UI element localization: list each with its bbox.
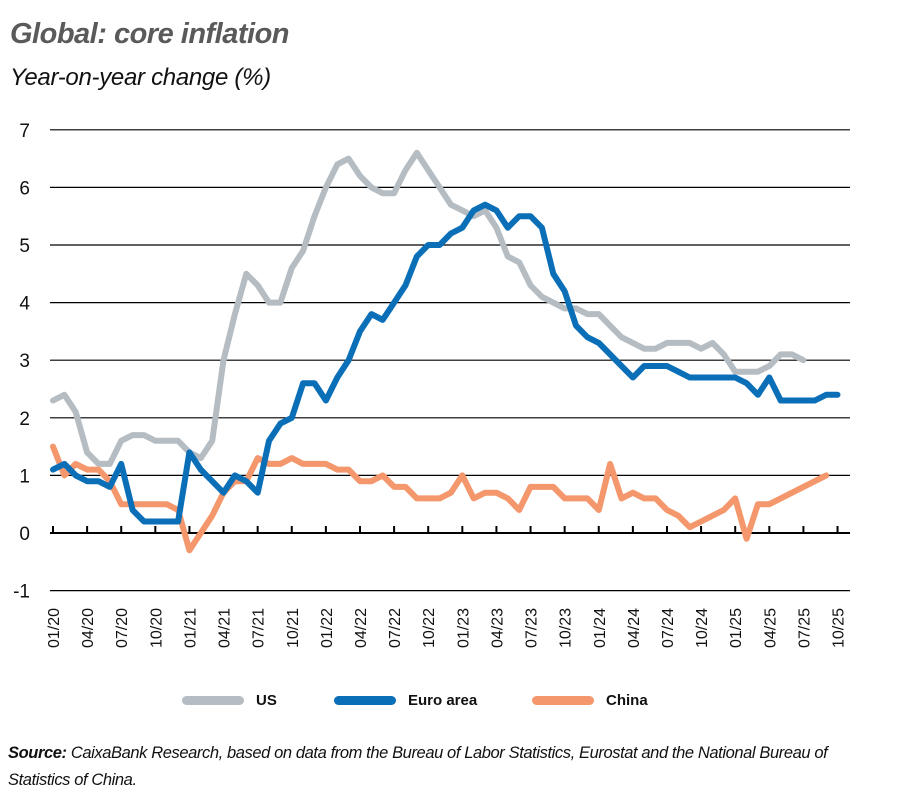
x-tick-label: 10/24 [694,608,711,648]
source-label: Source: [8,744,67,762]
y-tick-label: 4 [19,294,30,315]
y-tick-label: 3 [19,351,30,372]
x-tick-label: 07/21 [251,608,268,648]
x-tick-label: 04/25 [762,608,779,648]
legend-item-euro-area: Euro area [334,692,477,709]
legend-label-us: US [256,692,277,709]
gridlines [50,129,850,592]
x-tick-label: 07/23 [524,608,541,648]
y-tick-label: 2 [19,409,30,430]
legend-item-china: China [532,692,648,709]
series-lines [50,149,841,554]
legend-swatch-euro-area [334,696,396,705]
x-tick-label: 10/23 [558,608,575,648]
series-line-china [50,443,830,554]
chart-subtitle: Year-on-year change (%) [10,64,271,91]
x-tick-label: 01/21 [182,608,199,648]
y-tick-label: 7 [19,121,30,142]
y-tick-label: 1 [19,466,30,487]
x-tick-label: 04/24 [626,608,643,648]
x-tick-label: 07/25 [796,608,813,648]
x-tick-label: 01/22 [319,608,336,648]
legend-item-us: US [182,692,277,709]
source-note: Source: CaixaBank Research, based on dat… [8,740,888,794]
x-tick-label: 01/24 [592,608,609,648]
x-tick-label: 10/21 [285,608,302,648]
x-tick-label: 10/22 [421,608,438,648]
x-tick-label: 07/22 [387,608,404,648]
x-tick-label: 04/20 [80,608,97,648]
x-tick-label: 07/20 [114,608,131,648]
y-axis-labels: -1 0 1 2 3 4 5 6 7 [13,121,30,603]
y-tick-label: 5 [19,236,30,257]
legend-label-china: China [606,692,648,709]
x-tick-label: 01/25 [728,608,745,648]
x-tick-label: 01/20 [46,608,63,648]
y-tick-label: 6 [19,178,30,199]
source-text: CaixaBank Research, based on data from t… [8,744,828,789]
legend-swatch-china [532,696,594,705]
x-tick-label: 01/23 [455,608,472,648]
x-tick-label: 04/21 [217,608,234,648]
y-tick-label: -1 [13,582,30,603]
x-tick-label: 04/23 [489,608,506,648]
series-line-euro-area [50,201,841,525]
x-tick-label: 10/20 [148,608,165,648]
x-tick-label: 07/24 [660,608,677,648]
x-tick-label: 10/25 [831,608,848,648]
x-axis-labels: 01/20 04/20 07/20 10/20 01/21 04/21 07/21 10/21… [46,608,848,648]
x-tick-label: 04/22 [353,608,370,648]
legend-label-euro-area: Euro area [408,692,478,709]
legend-swatch-us [182,696,244,705]
series-line-us [50,149,807,467]
chart-title: Global: core inflation [10,18,290,50]
line-chart: -1 0 1 2 3 4 5 6 7 01/20 04/20 07/20 10/20 01/21 04/2… [13,121,850,648]
legend: US Euro area China [0,692,900,722]
y-tick-label: 0 [19,524,30,545]
